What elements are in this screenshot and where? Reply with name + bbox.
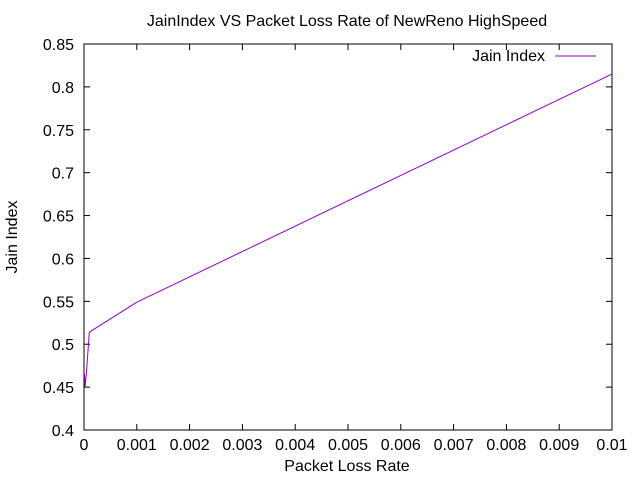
y-tick-label: 0.85 <box>43 37 74 54</box>
x-tick-label: 0.002 <box>170 437 210 454</box>
y-tick-label: 0.5 <box>52 337 74 354</box>
x-tick-label: 0.007 <box>434 437 474 454</box>
x-tick-label: 0 <box>80 437 89 454</box>
x-tick-label: 0.004 <box>275 437 315 454</box>
x-tick-label: 0.008 <box>486 437 526 454</box>
legend-entry-jain-index: Jain Index <box>472 48 545 65</box>
y-tick-label: 0.55 <box>43 294 74 311</box>
series-layer <box>84 73 613 388</box>
x-axis: 0 0.001 0.002 0.003 0.004 0.005 0.006 0.007 0.00… <box>80 44 628 454</box>
y-tick-label: 0.75 <box>43 123 74 140</box>
x-axis-label: Packet Loss Rate <box>284 458 410 475</box>
y-tick-label: 0.7 <box>52 166 74 183</box>
x-tick-label: 0.001 <box>117 437 157 454</box>
y-tick-label: 0.65 <box>43 209 74 226</box>
y-tick-label: 0.8 <box>52 80 74 97</box>
y-tick-label: 0.6 <box>52 251 74 268</box>
x-tick-label: 0.003 <box>222 437 262 454</box>
x-tick-label: 0.01 <box>596 437 627 454</box>
legend: Jain Index <box>472 48 596 65</box>
y-axis-label: Jain Index <box>4 201 21 274</box>
chart-title: JainIndex VS Packet Loss Rate of NewReno… <box>147 13 547 30</box>
x-tick-label: 0.009 <box>539 437 579 454</box>
x-tick-label: 0.005 <box>328 437 368 454</box>
y-tick-label: 0.4 <box>52 423 74 440</box>
plot-frame <box>83 43 613 431</box>
y-tick-label: 0.45 <box>43 380 74 397</box>
x-tick-label: 0.006 <box>381 437 421 454</box>
series-line-jain-index <box>84 73 613 388</box>
y-axis: 0.4 0.45 0.5 0.55 0.6 0.65 0.7 0.75 0.8 0.85 <box>43 37 612 440</box>
